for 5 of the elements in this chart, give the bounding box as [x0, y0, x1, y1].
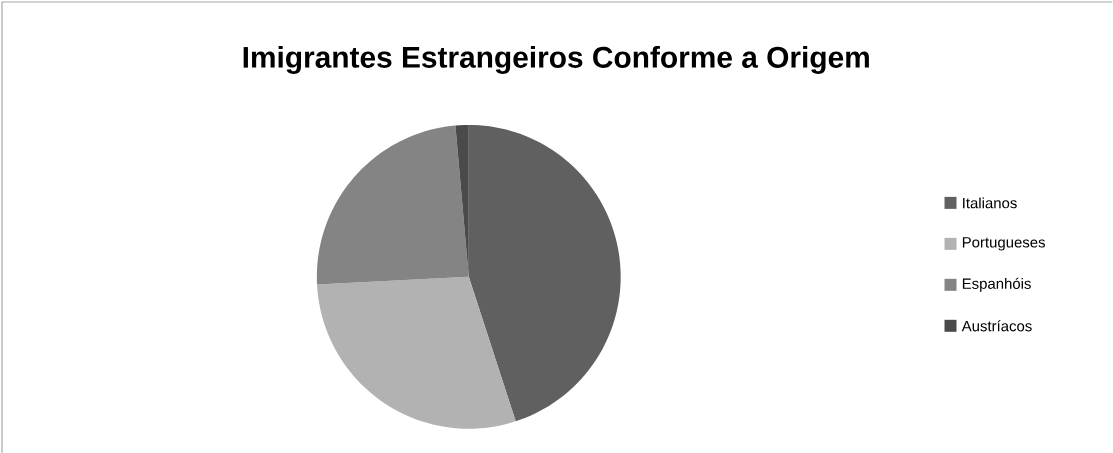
legend-label: Espanhóis [962, 277, 1031, 292]
chart-title: Imigrantes Estrangeiros Conforme a Origem [243, 45, 869, 74]
legend-label: Portugueses [962, 237, 1045, 251]
legend-label: Italianos [963, 197, 1017, 209]
legend-label: Austríacos [961, 320, 1032, 332]
